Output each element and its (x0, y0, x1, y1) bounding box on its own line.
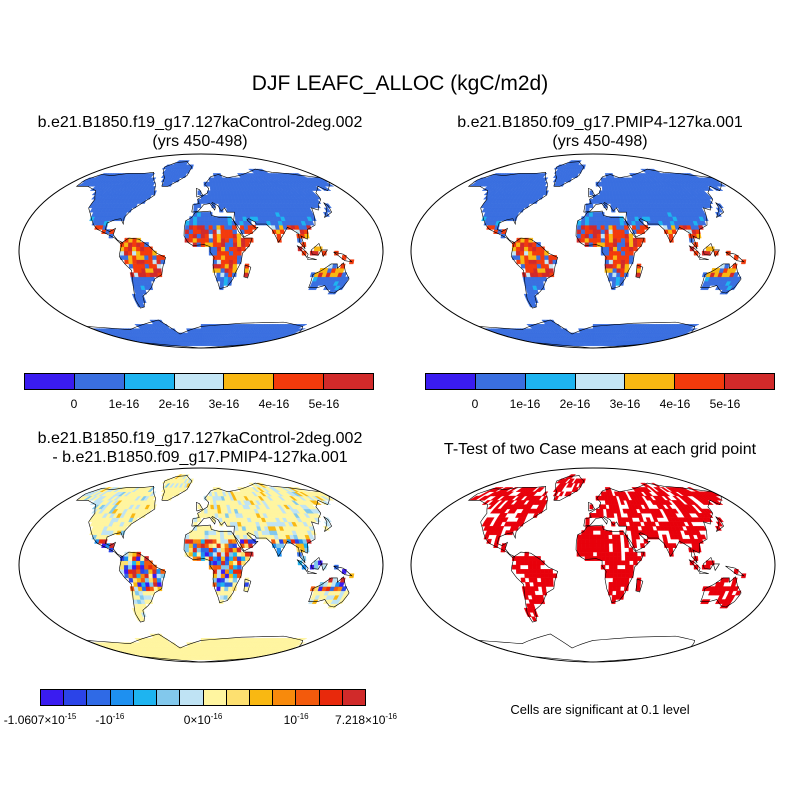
colorbar-swatch (475, 374, 526, 389)
colorbar-swatch (25, 374, 75, 389)
panel-title-bottom-left-line2: - b.e21.B1850.f09_g17.PMIP4-127ka.001 (52, 449, 348, 466)
map-ttest-significance (410, 467, 776, 663)
colorbar-swatch (426, 374, 476, 389)
map-grid-cells (76, 160, 355, 347)
colorbar-swatch (41, 690, 65, 705)
colorbar-tick-label: 1e-16 (509, 397, 541, 411)
colorbar-tick-label: 0 (471, 397, 479, 411)
colorbar-swatch (74, 374, 125, 389)
map-border (410, 153, 776, 349)
colorbar-swatch (342, 690, 366, 705)
colorbar-tick-label: 0×10-16 (183, 712, 223, 727)
panel-title-top-right: b.e21.B1850.f09_g17.PMIP4-127ka.001 (yrs… (400, 113, 800, 151)
main-title: DJF LEAFC_ALLOC (kgC/m2d) (251, 72, 549, 95)
colorbar-tick-label: -1.0607×10-15 (3, 712, 77, 727)
panel-title-bottom-left: b.e21.B1850.f19_g17.127kaControl-2deg.00… (0, 429, 400, 467)
colorbar-swatch (274, 374, 325, 389)
panel-title-bottom-left-line1: b.e21.B1850.f19_g17.127kaControl-2deg.00… (37, 430, 363, 447)
colorbar-swatch (226, 690, 250, 705)
colorbar-swatch (87, 690, 111, 705)
map-grid-cells (468, 474, 747, 622)
map-border (18, 467, 384, 663)
colorbar-tick-label: 3e-16 (208, 397, 240, 411)
colorbar-swatch (675, 374, 726, 389)
panel-title-bottom-right: T-Test of two Case means at each grid po… (443, 441, 757, 458)
panel-title-top-left: b.e21.B1850.f19_g17.127kaControl-2deg.00… (0, 113, 400, 151)
colorbar-tick-label: 7.218×10-16 (335, 712, 397, 727)
colorbar-swatch (224, 374, 275, 389)
colorbar-swatch (124, 374, 175, 389)
colorbar-swatch (319, 690, 343, 705)
panel-title-top-left-line2: (yrs 450-498) (152, 133, 248, 150)
colorbar-difference (40, 689, 366, 706)
colorbar-swatch (133, 690, 158, 705)
colorbar-swatch (110, 690, 134, 705)
colorbar-pmip4-case (425, 373, 775, 390)
map-border (18, 153, 384, 349)
colorbar-swatch (249, 690, 274, 705)
colorbar-swatch (296, 690, 320, 705)
coastlines (75, 475, 353, 662)
panel-title-top-right-line2: (yrs 450-498) (552, 133, 648, 150)
colorbar-tick-label: 1e-16 (108, 397, 140, 411)
colorbar-tick-label: 2e-16 (559, 397, 591, 411)
map-control-case (18, 153, 384, 349)
colorbar-tick-label: 5e-16 (308, 397, 340, 411)
colorbar-tick-label: -10-16 (95, 712, 125, 727)
map-difference (18, 467, 384, 663)
colorbar-swatch (174, 374, 225, 389)
panel-title-top-left-line1: b.e21.B1850.f19_g17.127kaControl-2deg.00… (37, 114, 363, 131)
colorbar-swatch (575, 374, 626, 389)
map-grid-cells (76, 474, 355, 661)
colorbar-tick-label: 2e-16 (158, 397, 190, 411)
colorbar-swatch (180, 690, 204, 705)
colorbar-tick-label: 5e-16 (709, 397, 741, 411)
significance-note: Cells are significant at 0.1 level (510, 702, 690, 717)
colorbar-swatch (64, 690, 88, 705)
coastlines (75, 161, 353, 348)
colorbar-swatch (725, 374, 775, 389)
panel-title-top-right-line1: b.e21.B1850.f09_g17.PMIP4-127ka.001 (457, 114, 743, 131)
colorbar-tick-label: 0 (70, 397, 78, 411)
colorbar-tick-label: 4e-16 (258, 397, 290, 411)
map-grid-cells (468, 160, 747, 347)
colorbar-swatch (625, 374, 676, 389)
colorbar-tick-label: 4e-16 (659, 397, 691, 411)
colorbar-swatch (273, 690, 297, 705)
colorbar-swatch (157, 690, 181, 705)
colorbar-tick-label: 10-16 (283, 712, 309, 727)
colorbar-swatch (525, 374, 576, 389)
colorbar-swatch (203, 690, 227, 705)
colorbar-swatch (324, 374, 374, 389)
colorbar-control-case (24, 373, 374, 390)
map-border (410, 467, 776, 663)
colorbar-tick-label: 3e-16 (609, 397, 641, 411)
map-pmip4-case (410, 153, 776, 349)
